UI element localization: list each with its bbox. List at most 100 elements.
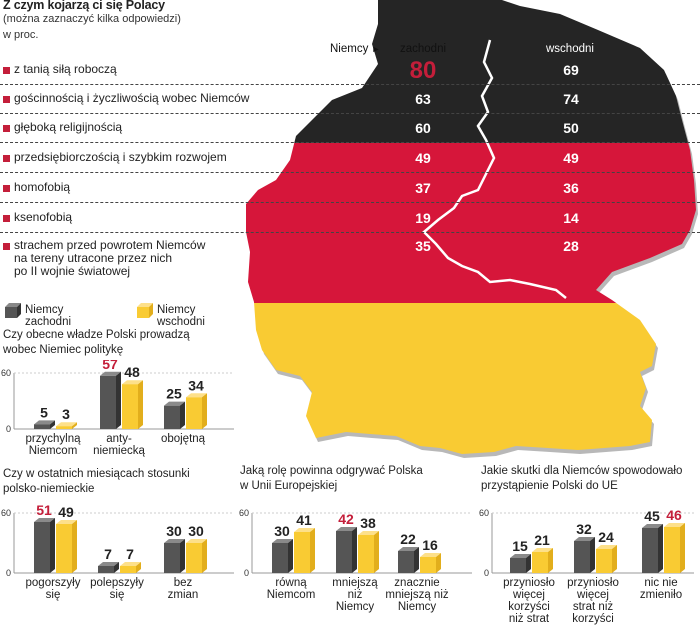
bar-side bbox=[414, 547, 419, 573]
value-east: 69 bbox=[563, 62, 579, 78]
value-west: 60 bbox=[415, 120, 431, 136]
bar-top bbox=[56, 422, 77, 427]
data-label: 48 bbox=[124, 364, 140, 380]
bar bbox=[34, 522, 50, 573]
bar-top bbox=[120, 562, 141, 566]
category-label: pogorszyły się bbox=[26, 577, 81, 601]
bar bbox=[100, 375, 116, 429]
bar-top bbox=[398, 547, 419, 551]
bar bbox=[642, 528, 658, 573]
data-label: 21 bbox=[534, 532, 550, 548]
bar-side bbox=[50, 420, 55, 429]
chart-polityka: 60 0 5 3 przychylną Niemcom 57 48 anty-niemiecką… bbox=[1, 360, 234, 457]
bar-top bbox=[664, 523, 685, 527]
data-label: 57 bbox=[102, 360, 118, 372]
row-marker bbox=[3, 185, 10, 192]
bar bbox=[574, 541, 590, 573]
bar-top bbox=[164, 401, 185, 406]
bar-top bbox=[164, 539, 185, 543]
bar bbox=[358, 535, 374, 573]
value-east: 14 bbox=[563, 210, 579, 226]
data-label: 16 bbox=[422, 537, 438, 553]
data-label: 30 bbox=[274, 523, 290, 539]
bar-top bbox=[34, 518, 55, 522]
page-title: Z czym kojarzą ci się Polacy bbox=[3, 0, 165, 12]
row-marker bbox=[3, 215, 10, 222]
y-tick-label: 60 bbox=[239, 508, 249, 518]
bar-side bbox=[288, 539, 293, 573]
bar-side bbox=[658, 524, 663, 573]
y-tick-label: 0 bbox=[244, 568, 249, 578]
data-label: 7 bbox=[126, 546, 134, 562]
bar-top bbox=[186, 539, 207, 543]
bar-side bbox=[374, 531, 379, 573]
chart-stosunki: 60 0 51 49 pogorszyły się 7 7 polepszyły się 30 30 b… bbox=[1, 502, 234, 601]
bar-top bbox=[272, 539, 293, 543]
bar-top bbox=[56, 520, 77, 524]
value-east: 36 bbox=[563, 180, 579, 196]
data-label: 3 bbox=[62, 406, 70, 422]
value-west: 35 bbox=[415, 238, 431, 254]
bar-side bbox=[180, 401, 185, 429]
data-label: 41 bbox=[296, 512, 312, 528]
chart-rola-w-ue: 60 0 30 41 równą Niemcom 42 38 mniejszą niż Niemcy… bbox=[239, 508, 472, 613]
data-label: 30 bbox=[188, 523, 204, 539]
bar-side bbox=[526, 554, 531, 573]
row-marker bbox=[3, 243, 10, 250]
bar-top bbox=[294, 528, 315, 532]
row-marker bbox=[3, 125, 10, 132]
bar-side bbox=[50, 518, 55, 573]
bar bbox=[164, 405, 180, 429]
association-label: z tanią siłą roboczą bbox=[14, 62, 117, 76]
bar-side bbox=[136, 562, 141, 573]
row-marker bbox=[3, 67, 10, 74]
association-label: gościnnością i życzliwością wobec Niemcó… bbox=[14, 91, 250, 105]
value-east: 28 bbox=[563, 238, 579, 254]
association-label: strachem przed powrotem Niemców na teren… bbox=[14, 238, 206, 278]
category-label: znacznie mniejszą niż Niemcy bbox=[385, 577, 449, 613]
data-label: 32 bbox=[576, 521, 592, 537]
y-tick-label: 0 bbox=[6, 424, 11, 434]
bar bbox=[294, 532, 310, 573]
column-header-west: zachodni bbox=[400, 43, 447, 55]
category-label: nic nie zmieniło bbox=[640, 577, 682, 601]
bar bbox=[98, 566, 114, 573]
category-label: przychylną Niemcom bbox=[26, 433, 82, 457]
bar-top bbox=[574, 537, 595, 541]
value-east: 74 bbox=[563, 91, 579, 107]
legend-east-label: Niemcy wschodni bbox=[157, 304, 205, 328]
bar-top bbox=[186, 393, 207, 398]
bar bbox=[272, 543, 288, 573]
bar bbox=[34, 424, 50, 429]
value-west: 49 bbox=[415, 150, 431, 166]
association-label: ksenofobią bbox=[14, 210, 73, 224]
row-divider bbox=[0, 84, 700, 85]
bar-top bbox=[98, 562, 119, 566]
bar-side bbox=[202, 393, 207, 429]
row-divider bbox=[0, 202, 700, 203]
row-divider bbox=[0, 232, 700, 233]
value-west: 19 bbox=[415, 210, 431, 226]
y-tick-label: 60 bbox=[479, 508, 489, 518]
row-divider bbox=[0, 142, 700, 143]
bar-top bbox=[420, 553, 441, 557]
category-label: obojętną bbox=[161, 433, 206, 445]
value-west: 80 bbox=[409, 57, 437, 84]
bar-side bbox=[138, 380, 143, 429]
data-label: 24 bbox=[598, 529, 614, 545]
association-label: homofobią bbox=[14, 180, 71, 194]
bar bbox=[164, 543, 180, 573]
data-label: 22 bbox=[400, 531, 416, 547]
chart-1-title: Czy obecne władze Polski prowadzą wobec … bbox=[3, 329, 190, 356]
bar-top bbox=[510, 554, 531, 558]
category-label: przyniosło więcej strat niż korzyści bbox=[567, 577, 619, 625]
column-header-east: wschodni bbox=[546, 43, 594, 55]
bar-top bbox=[532, 548, 553, 552]
association-label: przedsiębiorczością i szybkim rozwojem bbox=[14, 150, 227, 164]
bar-side bbox=[72, 422, 77, 429]
row-divider bbox=[0, 172, 700, 173]
chart-skutki-ue: 60 0 15 21 przyniosło więcej korzyści niż strat… bbox=[479, 507, 694, 625]
bar bbox=[532, 552, 548, 573]
legend-west-swatch bbox=[5, 303, 21, 318]
